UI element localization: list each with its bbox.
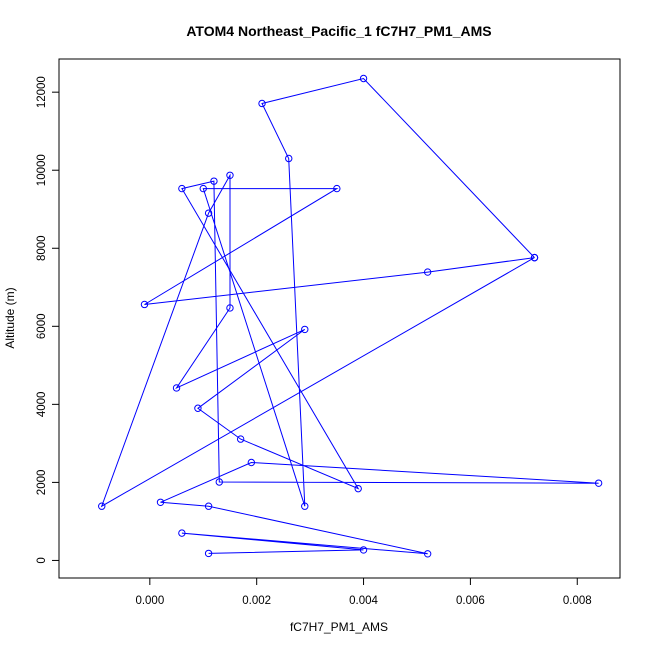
data-point [301,502,309,510]
y-tick-label: 2000 [36,470,48,496]
data-point [301,325,309,334]
y-tick-label: 10000 [36,154,48,186]
data-point [204,549,213,558]
data-point [210,177,218,185]
data-point [172,384,181,392]
data-point [204,209,213,217]
data-point [204,502,213,510]
data-point [215,478,223,486]
data-point [594,479,603,487]
data-point [140,300,149,309]
data-point [359,74,368,83]
data-point [423,550,432,558]
data-point [236,435,245,443]
y-tick-label: 0 [36,557,48,563]
x-axis-label: fC7H7_PM1_AMS [290,620,388,634]
y-tick-label: 6000 [36,314,48,340]
data-point [178,529,186,537]
series-line [100,77,599,555]
x-axis: 0.000 0.002 0.004 0.006 0.008 [135,577,592,607]
y-axis-label: Altitude (m) [3,287,17,348]
data-point [333,184,341,193]
x-tick-label: 0.004 [349,595,378,607]
x-tick-label: 0.008 [563,595,592,607]
data-point [226,171,234,179]
y-tick-label: 12000 [36,76,48,108]
data-point [226,304,234,312]
data-point [98,502,106,510]
series-points [98,74,603,558]
data-point [258,99,266,108]
data-point [530,253,539,262]
data-point [285,154,293,163]
x-tick-label: 0.002 [242,595,271,607]
data-point [247,458,256,467]
data-point [199,184,207,193]
data-point [359,546,368,554]
y-axis: 0 2000 4000 6000 8000 10000 12000 [36,76,60,564]
data-point [423,268,432,276]
data-point [178,184,186,193]
series-lines [100,77,599,555]
data-point [354,484,362,493]
y-tick-label: 4000 [36,392,48,418]
data-point [156,498,165,506]
chart-title: ATOM4 Northeast_Pacific_1 fC7H7_PM1_AMS [186,23,491,39]
plot-frame [58,58,621,579]
x-tick-label: 0.000 [135,595,164,607]
x-tick-label: 0.006 [456,595,485,607]
y-tick-label: 8000 [36,235,48,261]
data-point [194,404,202,412]
